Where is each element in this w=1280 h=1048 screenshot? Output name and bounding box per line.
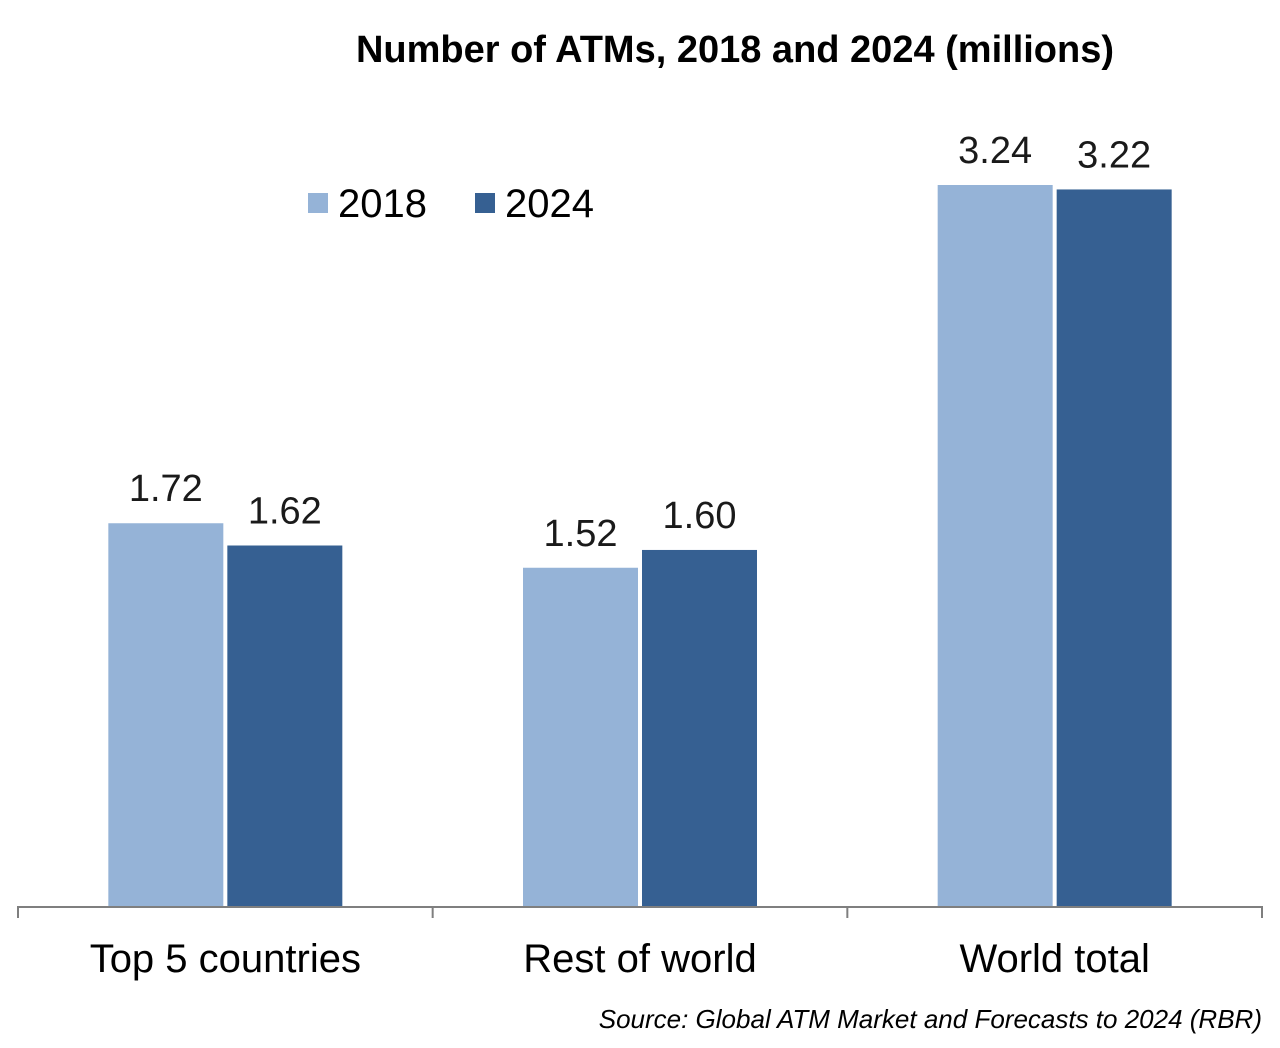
category-label-rest-of-world: Rest of world: [523, 937, 756, 981]
x-axis: Top 5 countries Rest of world World total: [17, 906, 1263, 981]
legend: 2018 2024: [308, 182, 594, 226]
bar-2018-top-5-countries: [108, 523, 224, 906]
value-label-2018-top-5-countries: 1.72: [129, 468, 203, 510]
legend-swatch-2024: [475, 193, 495, 213]
bars-group: [108, 185, 1172, 906]
category-label-top-5-countries: Top 5 countries: [90, 937, 361, 981]
legend-swatch-2018: [308, 193, 328, 213]
x-axis-ticks: [17, 906, 1263, 918]
source-note: Source: Global ATM Market and Forecasts …: [599, 1004, 1262, 1034]
legend-label-2018: 2018: [338, 182, 427, 226]
bar-2024-top-5-countries: [227, 545, 343, 906]
bar-2018-rest-of-world: [523, 567, 638, 906]
legend-label-2024: 2024: [505, 182, 594, 226]
bar-2024-world-total: [1056, 189, 1172, 906]
value-label-2024-world-total: 3.22: [1077, 134, 1151, 176]
value-label-2024-rest-of-world: 1.60: [663, 495, 737, 537]
value-label-2024-top-5-countries: 1.62: [248, 491, 322, 533]
value-labels-group: 1.72 1.62 1.52 1.60 3.24 3.22: [129, 130, 1151, 555]
bar-2024-rest-of-world: [642, 549, 757, 906]
bar-2018-world-total: [937, 185, 1053, 906]
value-label-2018-rest-of-world: 1.52: [544, 513, 618, 555]
category-labels-group: Top 5 countries Rest of world World total: [90, 937, 1150, 981]
value-label-2018-world-total: 3.24: [958, 130, 1032, 172]
category-label-world-total: World total: [959, 937, 1149, 981]
chart-title: Number of ATMs, 2018 and 2024 (millions): [356, 29, 1114, 71]
